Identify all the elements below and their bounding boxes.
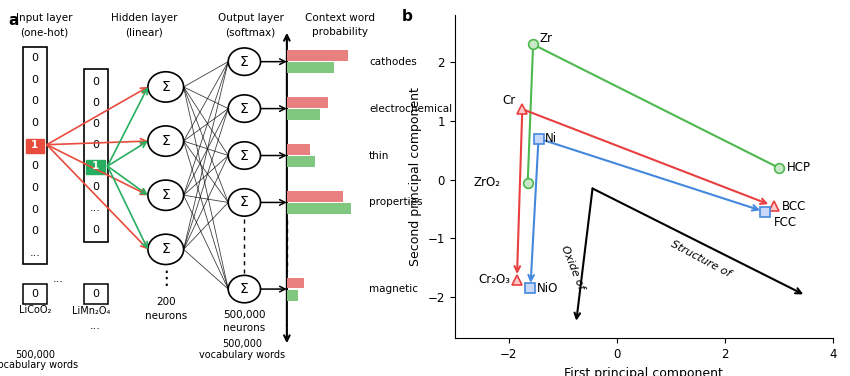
Text: cathodes: cathodes	[369, 57, 416, 67]
Bar	[26, 139, 44, 153]
Text: 0: 0	[31, 53, 38, 63]
Text: Σ: Σ	[162, 243, 170, 256]
Bar	[286, 62, 334, 73]
Text: 500,000: 500,000	[223, 310, 265, 320]
Text: Cr₂O₃: Cr₂O₃	[479, 273, 510, 286]
Text: 0: 0	[31, 118, 38, 128]
Text: ⋮: ⋮	[156, 269, 175, 288]
Text: ...: ...	[53, 274, 64, 284]
FancyBboxPatch shape	[83, 284, 107, 303]
Text: 0: 0	[31, 161, 38, 171]
Text: Σ: Σ	[240, 282, 249, 296]
Circle shape	[228, 189, 260, 216]
Text: 500,000: 500,000	[14, 350, 55, 360]
Text: 0: 0	[92, 289, 99, 299]
Bar	[286, 97, 328, 108]
Text: a: a	[8, 13, 19, 28]
Text: Cr: Cr	[502, 94, 516, 107]
Text: Oxide of: Oxide of	[559, 244, 586, 291]
Text: 0: 0	[92, 182, 99, 192]
Text: Structure of: Structure of	[669, 239, 732, 279]
Text: Context word: Context word	[305, 13, 375, 23]
Circle shape	[228, 48, 260, 75]
Text: 0: 0	[31, 75, 38, 85]
Text: b: b	[402, 9, 412, 24]
Text: 1: 1	[92, 161, 99, 171]
Text: (one-hot): (one-hot)	[20, 27, 69, 37]
Text: ...: ...	[30, 248, 40, 258]
Text: Output layer: Output layer	[218, 13, 284, 23]
Text: (softmax): (softmax)	[225, 27, 276, 37]
Circle shape	[148, 72, 184, 102]
Bar	[286, 144, 310, 155]
Text: LiCoO₂: LiCoO₂	[19, 305, 51, 315]
Text: 0: 0	[31, 96, 38, 106]
Text: 0: 0	[92, 119, 99, 129]
FancyBboxPatch shape	[23, 284, 47, 303]
Bar	[286, 50, 348, 61]
Circle shape	[148, 180, 184, 211]
Text: 0: 0	[31, 205, 38, 215]
FancyBboxPatch shape	[23, 47, 47, 264]
Text: 1: 1	[31, 140, 38, 150]
Text: (linear): (linear)	[126, 27, 163, 37]
Text: Σ: Σ	[162, 80, 170, 94]
Text: NiO: NiO	[537, 282, 558, 295]
Text: electrochemical: electrochemical	[369, 104, 452, 114]
Circle shape	[148, 126, 184, 156]
Text: 0: 0	[31, 226, 38, 236]
X-axis label: First principal component: First principal component	[564, 367, 723, 376]
Text: ...: ...	[90, 321, 101, 331]
Text: Σ: Σ	[240, 102, 249, 115]
Text: ...: ...	[90, 203, 101, 213]
Bar	[86, 160, 105, 174]
Text: neurons: neurons	[144, 311, 187, 321]
Text: Hidden layer: Hidden layer	[111, 13, 178, 23]
Bar	[286, 191, 343, 202]
Text: vocabulary words: vocabulary words	[199, 350, 286, 360]
Circle shape	[148, 234, 184, 265]
Text: Σ: Σ	[240, 196, 249, 209]
Text: Input layer: Input layer	[16, 13, 73, 23]
Text: neurons: neurons	[224, 323, 265, 333]
Text: 500,000: 500,000	[222, 339, 263, 349]
Y-axis label: Second principal component: Second principal component	[409, 87, 422, 266]
Text: probability: probability	[312, 27, 368, 37]
Text: Ni: Ni	[545, 132, 557, 145]
Text: Σ: Σ	[162, 188, 170, 202]
Text: thin: thin	[369, 150, 389, 161]
Text: Σ: Σ	[240, 149, 249, 162]
Bar	[286, 203, 351, 214]
Text: 0: 0	[31, 289, 38, 299]
Text: magnetic: magnetic	[369, 284, 418, 294]
Text: BCC: BCC	[782, 200, 806, 212]
Bar	[286, 156, 315, 167]
Text: FCC: FCC	[774, 216, 796, 229]
Text: vocabulary words: vocabulary words	[0, 361, 78, 370]
Circle shape	[228, 95, 260, 122]
Circle shape	[228, 275, 260, 303]
Text: 0: 0	[92, 98, 99, 108]
Text: 0: 0	[92, 77, 99, 86]
Text: properties: properties	[369, 197, 422, 208]
Text: ZrO₂: ZrO₂	[473, 176, 501, 189]
Bar	[286, 277, 304, 288]
Text: 0: 0	[92, 140, 99, 150]
Circle shape	[228, 142, 260, 169]
Text: 200: 200	[156, 297, 176, 307]
Text: Zr: Zr	[540, 32, 552, 45]
FancyBboxPatch shape	[83, 69, 107, 242]
Text: Σ: Σ	[240, 55, 249, 69]
Text: LiMn₂O₄: LiMn₂O₄	[72, 306, 110, 316]
Text: Σ: Σ	[162, 134, 170, 148]
Bar	[286, 290, 298, 301]
Text: 0: 0	[92, 224, 99, 235]
Text: HCP: HCP	[787, 161, 811, 174]
Text: 0: 0	[31, 183, 38, 193]
Bar	[286, 109, 320, 120]
